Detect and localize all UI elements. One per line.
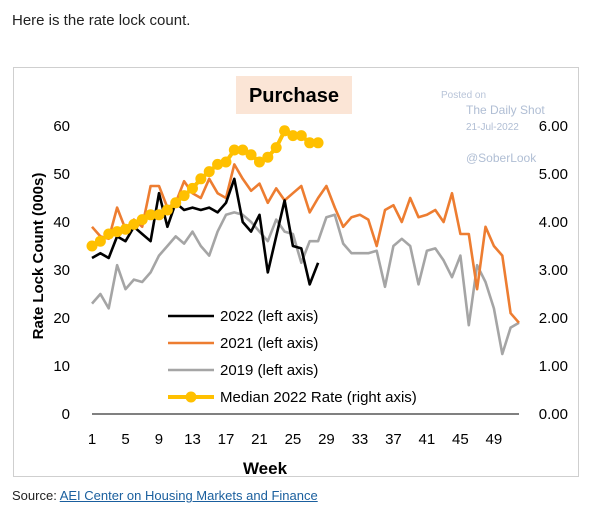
y2-tick-label: 0.00 [539,406,568,423]
series-point-3 [287,130,299,142]
series-point-3 [195,173,207,185]
x-tick-label: 17 [218,431,235,448]
series-point-3 [203,166,215,178]
series-point-3 [145,209,157,221]
y-tick-label: 30 [53,262,70,279]
y-tick-label: 20 [53,310,70,327]
series-point-3 [212,158,224,170]
series-point-3 [111,226,123,238]
series-line-2 [91,211,520,356]
x-tick-label: 13 [184,431,201,448]
y2-tick-label: 3.00 [539,262,568,279]
y2-tick-label: 5.00 [539,166,568,183]
legend-label: 2019 (left axis) [220,362,318,379]
series-point-3 [270,142,282,154]
chart-title-background [236,76,352,114]
series-line-1 [91,163,520,324]
legend-label: 2021 (left axis) [220,335,318,352]
y-axis-title: Rate Lock Count (000s) [30,173,47,340]
y2-tick-label: 2.00 [539,310,568,327]
series-point-3 [136,214,148,226]
watermark-handle: @SoberLook [466,151,537,165]
x-axis-title: Week [243,459,288,478]
chart-figure: Purchase Posted on The Daily Shot 21-Jul… [13,67,579,478]
series-point-3 [119,223,131,235]
series-point-3 [94,235,106,247]
series-point-3 [170,197,182,209]
y2-tick-label: 6.00 [539,118,568,135]
y-tick-label: 50 [53,166,70,183]
series-point-3 [304,137,316,149]
x-tick-label: 5 [121,431,129,448]
x-tick-label: 1 [88,431,96,448]
y-tick-label: 0 [62,406,70,423]
chart-legend: 2022 (left axis) 2021 (left axis) 2019 (le… [168,308,417,406]
x-tick-label: 25 [285,431,302,448]
x-tick-label: 45 [452,431,469,448]
x-tick-label: 33 [352,431,369,448]
series-point-3 [161,204,173,216]
series-point-3 [228,144,240,156]
x-tick-label: 41 [419,431,436,448]
legend-label: 2022 (left axis) [220,308,318,325]
series-point-3 [253,156,265,168]
series-point-3 [295,130,307,142]
series-point-3 [312,137,324,149]
series-point-3 [103,228,115,240]
source-line: Source: AEI Center on Housing Markets an… [12,488,318,503]
y2-tick-label: 1.00 [539,358,568,375]
series-point-3 [245,149,257,161]
chart-svg: Purchase Posted on The Daily Shot 21-Jul… [30,76,568,478]
x-tick-label: 21 [251,431,268,448]
legend-marker [185,391,197,403]
y-tick-label: 10 [53,358,70,375]
y2-tick-label: 4.00 [539,214,568,231]
watermark-publisher: The Daily Shot [466,103,545,117]
series-point-3 [178,190,190,202]
source-label: Source: [12,488,57,503]
series-point-3 [237,144,249,156]
chart-series [86,125,520,356]
series-point-3 [153,209,165,221]
series-point-3 [128,218,140,230]
series-point-3 [262,151,274,163]
x-tick-label: 29 [318,431,335,448]
series-point-3 [220,156,232,168]
x-tick-label: 9 [155,431,163,448]
series-line-0 [91,177,320,286]
series-point-3 [279,125,291,137]
chart-axes: 1 5 9 13 17 21 25 29 33 37 41 45 49 0 10 20 30 40 50 60 0.00… [53,118,568,448]
legend-label: Median 2022 Rate (right axis) [220,389,417,406]
y-tick-label: 60 [53,118,70,135]
series-point-3 [86,240,98,252]
series-point-3 [186,182,198,194]
source-link[interactable]: AEI Center on Housing Markets and Financ… [59,488,318,503]
x-tick-label: 37 [385,431,402,448]
intro-text: Here is the rate lock count. [12,12,191,29]
watermark-date: 21-Jul-2022 [466,122,519,133]
x-tick-label: 49 [486,431,503,448]
watermark-posted-on: Posted on [441,90,486,101]
chart-title: Purchase [249,85,339,107]
y-tick-label: 40 [53,214,70,231]
